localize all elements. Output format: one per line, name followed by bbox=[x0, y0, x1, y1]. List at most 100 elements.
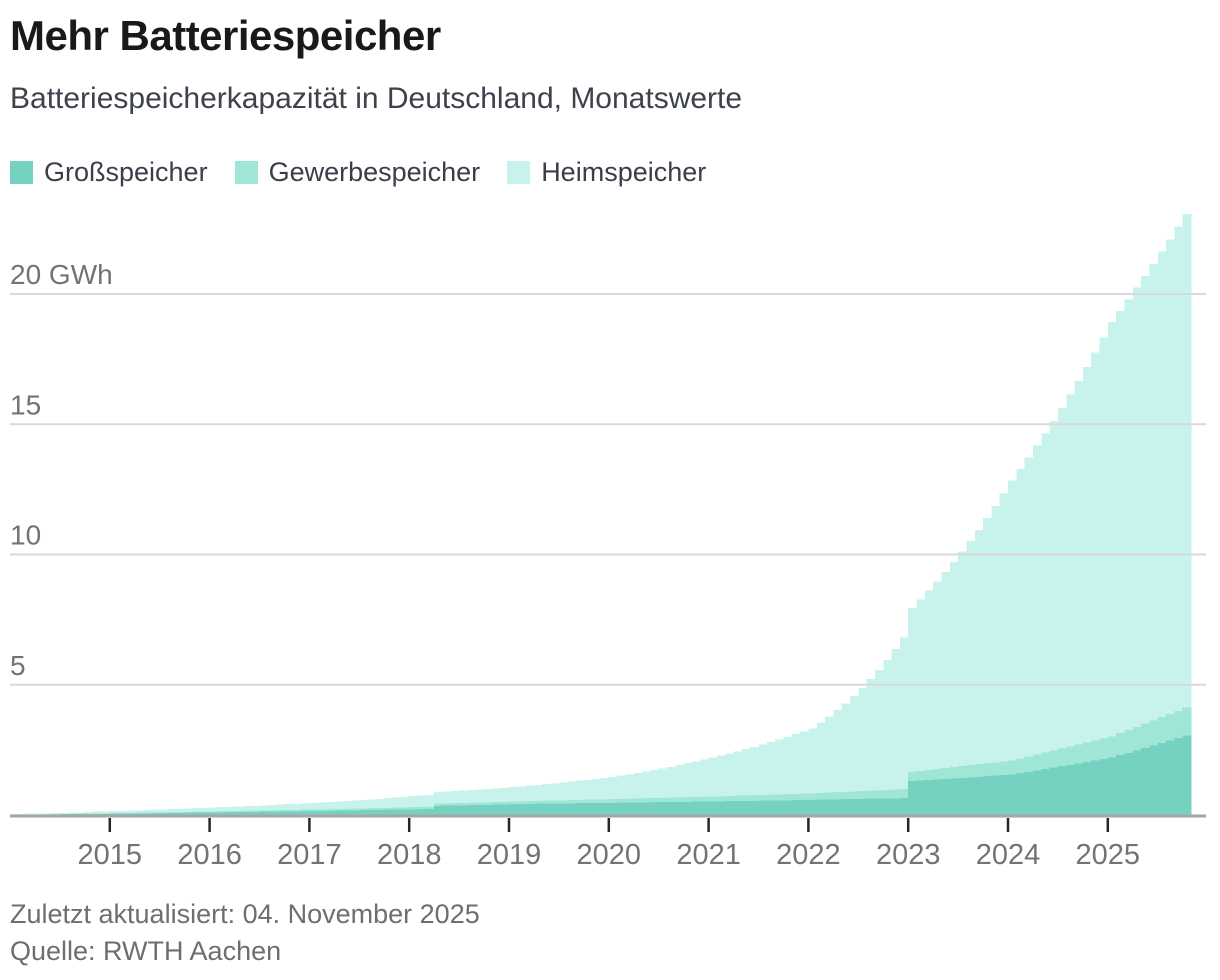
bar-segment-1 bbox=[342, 808, 352, 811]
bar-segment-1 bbox=[991, 762, 1001, 776]
bar-segment-1 bbox=[326, 809, 335, 811]
bar-segment-1 bbox=[750, 795, 759, 801]
bar-segment-1 bbox=[484, 802, 493, 805]
bar-segment-2 bbox=[517, 786, 527, 802]
bar-segment-2 bbox=[741, 749, 751, 796]
bar-segment-0 bbox=[342, 810, 352, 815]
bar-segment-0 bbox=[691, 801, 701, 815]
bar-segment-2 bbox=[617, 775, 626, 799]
bar-segment-0 bbox=[118, 813, 127, 815]
bar-segment-0 bbox=[658, 802, 668, 815]
bar-segment-2 bbox=[725, 753, 734, 796]
bar-segment-1 bbox=[999, 761, 1009, 776]
bar-segment-0 bbox=[883, 798, 892, 815]
bar-segment-0 bbox=[766, 800, 776, 815]
bar-segment-0 bbox=[242, 811, 252, 815]
bar-segment-2 bbox=[351, 800, 360, 809]
bar-segment-1 bbox=[1132, 726, 1142, 751]
bar-segment-1 bbox=[608, 799, 618, 803]
bar-segment-0 bbox=[109, 813, 119, 815]
bar-segment-2 bbox=[949, 562, 959, 768]
bar-segment-2 bbox=[658, 768, 668, 798]
bar-segment-0 bbox=[533, 803, 543, 815]
bar-segment-2 bbox=[18, 813, 28, 815]
bar-segment-1 bbox=[417, 806, 427, 810]
bar-segment-1 bbox=[176, 811, 186, 813]
bar-segment-0 bbox=[725, 801, 734, 815]
bar-segment-2 bbox=[858, 687, 868, 792]
bar-segment-2 bbox=[558, 782, 568, 801]
bar-segment-0 bbox=[558, 803, 568, 815]
bar-segment-1 bbox=[276, 810, 285, 812]
bar-segment-0 bbox=[758, 800, 768, 815]
bar-segment-2 bbox=[766, 742, 776, 795]
bar-segment-0 bbox=[1041, 768, 1051, 815]
bar-segment-2 bbox=[1091, 352, 1100, 741]
bar-segment-1 bbox=[151, 812, 161, 814]
bar-segment-2 bbox=[118, 810, 127, 814]
bar-segment-0 bbox=[941, 778, 951, 815]
legend-item-grossspeicher: Großspeicher bbox=[10, 157, 208, 188]
bar-segment-1 bbox=[267, 810, 277, 812]
bar-segment-1 bbox=[725, 795, 734, 802]
bar-segment-1 bbox=[409, 807, 418, 810]
bar-segment-2 bbox=[542, 784, 552, 801]
bar-segment-0 bbox=[999, 775, 1009, 815]
bar-segment-1 bbox=[126, 812, 136, 814]
bar-segment-2 bbox=[367, 799, 377, 809]
bar-segment-1 bbox=[533, 800, 543, 804]
bar-segment-0 bbox=[517, 803, 527, 815]
bar-segment-1 bbox=[109, 813, 119, 814]
bar-segment-2 bbox=[201, 807, 211, 812]
bar-segment-2 bbox=[525, 785, 535, 802]
bar-segment-2 bbox=[1074, 380, 1084, 745]
bar-segment-2 bbox=[1008, 480, 1017, 761]
bar-segment-0 bbox=[1008, 774, 1017, 815]
bar-segment-1 bbox=[1116, 733, 1125, 756]
bar-segment-2 bbox=[192, 808, 202, 812]
bar-segment-2 bbox=[808, 728, 818, 794]
bar-segment-0 bbox=[733, 801, 743, 815]
bar-segment-2 bbox=[1099, 337, 1109, 739]
bar-segment-2 bbox=[400, 796, 410, 808]
bar-segment-2 bbox=[459, 790, 468, 803]
bar-segment-0 bbox=[84, 813, 94, 815]
bar-segment-0 bbox=[525, 803, 535, 815]
bar-segment-1 bbox=[567, 800, 576, 804]
bar-segment-2 bbox=[484, 788, 493, 803]
bar-segment-1 bbox=[908, 772, 917, 782]
legend-label-heimspeicher: Heimspeicher bbox=[541, 157, 707, 187]
bar-segment-2 bbox=[941, 571, 951, 769]
bar-segment-1 bbox=[658, 797, 668, 803]
bar-segment-1 bbox=[525, 801, 535, 804]
bar-segment-0 bbox=[1024, 771, 1034, 815]
bar-segment-2 bbox=[983, 518, 992, 764]
bar-segment-1 bbox=[475, 802, 485, 805]
bar-segment-1 bbox=[1066, 746, 1075, 765]
bar-segment-2 bbox=[509, 787, 518, 802]
bar-segment-1 bbox=[542, 800, 552, 804]
bar-segment-2 bbox=[84, 812, 94, 814]
legend-label-grossspeicher: Großspeicher bbox=[44, 157, 208, 187]
bar-segment-2 bbox=[143, 809, 152, 813]
bar-segment-0 bbox=[151, 813, 161, 815]
bar-segment-1 bbox=[467, 802, 477, 806]
bar-segment-2 bbox=[109, 811, 119, 814]
bar-segment-1 bbox=[1182, 707, 1192, 736]
x-axis-label-2016: 2016 bbox=[177, 839, 242, 871]
bar-segment-2 bbox=[999, 493, 1009, 762]
bar-segment-0 bbox=[309, 811, 319, 815]
bar-segment-1 bbox=[833, 792, 843, 800]
bar-segment-1 bbox=[583, 799, 593, 804]
bar-segment-0 bbox=[567, 803, 576, 815]
bar-segment-1 bbox=[600, 799, 610, 803]
bar-segment-2 bbox=[1182, 214, 1192, 708]
bar-segment-2 bbox=[276, 804, 285, 811]
bar-segment-1 bbox=[259, 810, 269, 812]
bar-segment-0 bbox=[667, 802, 676, 815]
bar-segment-1 bbox=[392, 807, 402, 810]
bar-segment-1 bbox=[1157, 717, 1167, 743]
bar-segment-0 bbox=[858, 798, 868, 815]
bar-segment-1 bbox=[800, 793, 809, 801]
bar-segment-2 bbox=[908, 607, 917, 773]
